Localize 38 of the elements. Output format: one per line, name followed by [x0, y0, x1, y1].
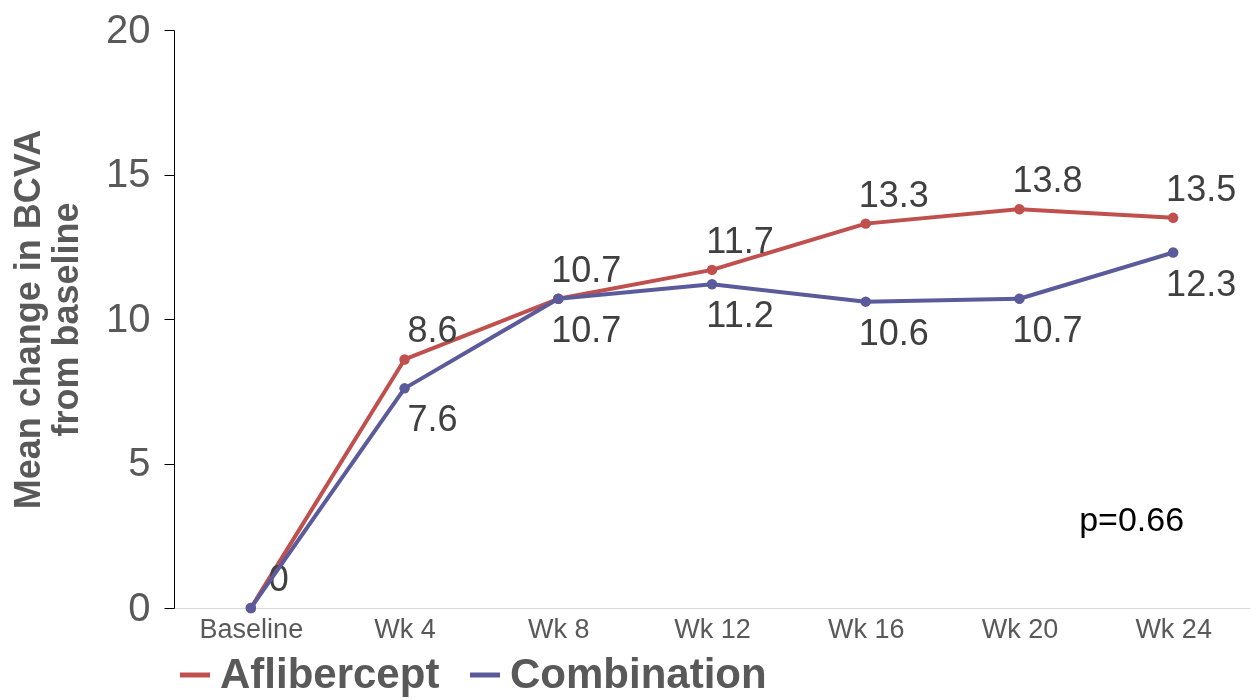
- data-label: 10.7: [1012, 308, 1083, 350]
- y-axis-title: Mean change in BCVA from baseline: [7, 129, 87, 510]
- x-tick-label: Wk 4: [374, 613, 436, 644]
- data-label: 13.3: [858, 173, 929, 215]
- data-label: 11.7: [706, 219, 774, 261]
- annotation: p=0.66: [1079, 500, 1185, 539]
- point: [1167, 247, 1179, 258]
- x-tick-label: Wk 20: [981, 613, 1059, 644]
- y-tick-label: 20: [106, 6, 151, 51]
- point: [706, 279, 718, 290]
- y-tick-label: 0: [128, 584, 151, 629]
- data-label: 11.2: [706, 294, 774, 336]
- point: [1014, 203, 1025, 215]
- x-tick-label: Wk 8: [528, 613, 590, 644]
- data-label: 12.3: [1166, 262, 1237, 304]
- legend-label: Combination: [510, 650, 767, 697]
- point: [1014, 293, 1025, 304]
- point: [1167, 212, 1179, 224]
- legend-label: Aflibercept: [220, 650, 440, 697]
- y-tick-label: 10: [106, 295, 151, 340]
- data-label: 7.6: [407, 398, 458, 440]
- y-tick-label: 15: [106, 151, 151, 195]
- x-tick-label: Baseline: [199, 613, 304, 644]
- data-label: 10.7: [551, 248, 622, 290]
- point: [860, 296, 871, 307]
- point: [860, 218, 871, 229]
- data-label: 8.6: [407, 309, 458, 351]
- point: [399, 354, 410, 365]
- data-label: 13.8: [1012, 159, 1083, 201]
- point: [706, 264, 718, 276]
- data-label: 10.7: [551, 308, 622, 350]
- x-tick-label: Wk 24: [1135, 613, 1212, 644]
- data-label: 10.6: [858, 311, 929, 353]
- y-tick-label: 5: [128, 440, 151, 484]
- x-tick-label: Wk 16: [827, 613, 905, 644]
- point: [399, 383, 410, 394]
- data-label: 13.5: [1166, 167, 1237, 209]
- x-tick-label: Wk 12: [674, 613, 751, 644]
